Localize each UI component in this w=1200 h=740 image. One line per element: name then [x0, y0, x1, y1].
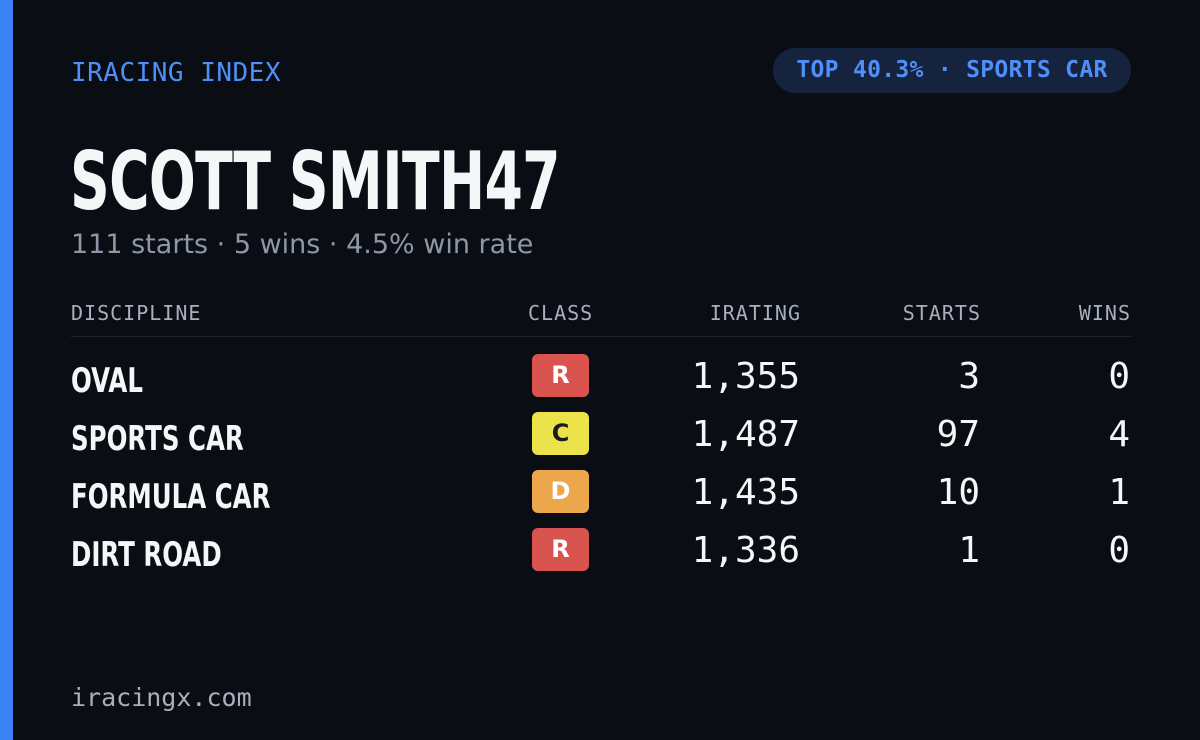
- driver-summary: 111 starts · 5 wins · 4.5% win rate: [71, 229, 534, 260]
- table-row: SPORTS CAR C 1,487 97 4: [71, 412, 1131, 470]
- discipline-table: DISCIPLINE CLASS IRATING STARTS WINS OVA…: [71, 298, 1131, 575]
- column-header-wins: WINS: [1078, 301, 1131, 325]
- starts-value: 1: [958, 530, 980, 571]
- starts-value: 97: [936, 414, 980, 455]
- wins-value: 4: [1108, 414, 1130, 455]
- table-row: FORMULA CAR D 1,435 10 1: [71, 470, 1131, 528]
- irating-value: 1,487: [691, 414, 800, 455]
- starts-value: 10: [936, 472, 980, 513]
- column-header-irating: IRATING: [709, 301, 801, 325]
- discipline-name: FORMULA CAR: [71, 477, 271, 517]
- discipline-name: SPORTS CAR: [71, 419, 244, 459]
- discipline-name: DIRT ROAD: [71, 535, 222, 575]
- rank-badge: TOP 40.3% · SPORTS CAR: [773, 48, 1131, 93]
- accent-bar: [0, 0, 13, 740]
- site-url: iracingx.com: [71, 683, 252, 712]
- wins-value: 0: [1108, 530, 1130, 571]
- discipline-name: OVAL: [71, 361, 143, 401]
- table-row: DIRT ROAD R 1,336 1 0: [71, 528, 1131, 586]
- license-class-badge: D: [532, 470, 589, 513]
- irating-value: 1,336: [691, 530, 800, 571]
- column-header-starts: STARTS: [902, 301, 981, 325]
- license-class-badge: R: [532, 528, 589, 571]
- table-row: OVAL R 1,355 3 0: [71, 354, 1131, 412]
- irating-value: 1,355: [691, 356, 800, 397]
- wins-value: 0: [1108, 356, 1130, 397]
- table-header: DISCIPLINE CLASS IRATING STARTS WINS: [71, 298, 1131, 337]
- column-header-discipline: DISCIPLINE: [71, 301, 202, 325]
- license-class-badge: R: [532, 354, 589, 397]
- starts-value: 3: [958, 356, 980, 397]
- wins-value: 1: [1108, 472, 1130, 513]
- license-class-badge: C: [532, 412, 589, 455]
- brand-label: IRACING INDEX: [71, 58, 281, 88]
- irating-value: 1,435: [691, 472, 800, 513]
- column-header-class: CLASS: [528, 301, 594, 325]
- driver-name: SCOTT SMITH47: [70, 135, 561, 228]
